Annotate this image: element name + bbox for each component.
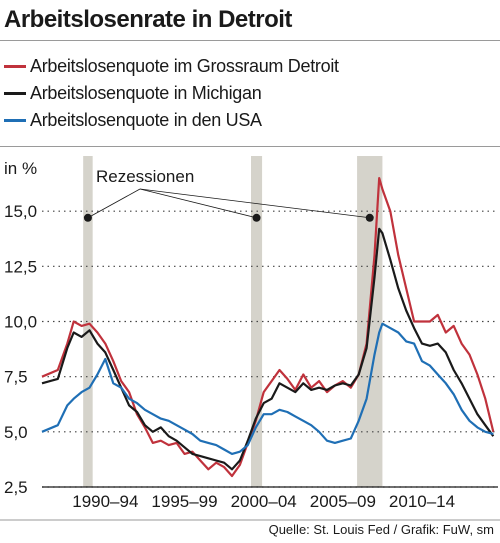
legend: Arbeitslosenquote im Grossraum Detroit A… — [4, 53, 339, 134]
y-tick-label: 5,0 — [4, 423, 28, 442]
legend-item-detroit: Arbeitslosenquote im Grossraum Detroit — [4, 53, 339, 80]
y-tick-label: 10,0 — [4, 313, 37, 332]
series-line-michigan — [41, 227, 495, 471]
legend-swatch-michigan — [4, 92, 26, 95]
series-line-usa — [41, 322, 494, 455]
annotation-leader-line — [87, 188, 141, 219]
annotation-dot-1 — [83, 213, 92, 222]
y-tick-label: 12,5 — [4, 257, 37, 276]
y-axis-label: in % — [4, 159, 37, 178]
legend-item-michigan: Arbeitslosenquote in Michigan — [4, 80, 339, 107]
series-line-detroit — [41, 177, 495, 478]
annotation-dot-2 — [252, 213, 261, 222]
legend-label-detroit: Arbeitslosenquote im Grossraum Detroit — [30, 56, 339, 76]
y-tick-label: 2,5 — [4, 478, 28, 497]
annotation-leader-line — [139, 188, 370, 219]
x-tick-label: 1995–99 — [151, 492, 217, 511]
chart-title: Arbeitslosenrate in Detroit — [4, 6, 292, 33]
y-tick-label: 15,0 — [4, 202, 37, 221]
annotation-dot-3 — [365, 213, 374, 222]
x-tick-label: 2010–14 — [389, 492, 455, 511]
x-tick-label: 1990–94 — [72, 492, 138, 511]
source-footer: Quelle: St. Louis Fed / Grafik: FuW, sm — [268, 522, 494, 537]
legend-item-usa: Arbeitslosenquote in den USA — [4, 107, 339, 134]
legend-divider — [0, 146, 500, 147]
legend-label-michigan: Arbeitslosenquote in Michigan — [30, 83, 262, 103]
y-tick-label: 7,5 — [4, 368, 28, 387]
annotation-leader-line — [139, 188, 257, 219]
legend-swatch-usa — [4, 119, 26, 122]
annotation-label: Rezessionen — [96, 167, 194, 186]
title-divider — [0, 40, 500, 41]
x-tick-label: 2000–04 — [231, 492, 297, 511]
legend-label-usa: Arbeitslosenquote in den USA — [30, 110, 262, 130]
legend-swatch-detroit — [4, 65, 26, 68]
x-tick-label: 2005–09 — [310, 492, 376, 511]
recession-band-1 — [83, 156, 93, 487]
